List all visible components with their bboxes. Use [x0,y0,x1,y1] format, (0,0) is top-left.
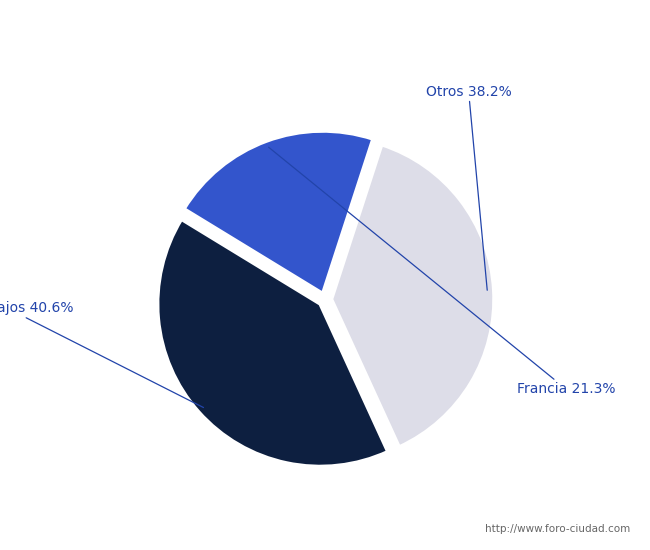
Text: Quesada - Turistas extranjeros según país - Octubre de 2024: Quesada - Turistas extranjeros según paí… [60,17,590,35]
Wedge shape [158,219,388,466]
Wedge shape [332,145,494,447]
Text: Países Bajos 40.6%: Países Bajos 40.6% [0,300,203,408]
Wedge shape [184,131,373,294]
Text: http://www.foro-ciudad.com: http://www.foro-ciudad.com [486,524,630,534]
Text: Francia 21.3%: Francia 21.3% [268,147,616,396]
Text: Otros 38.2%: Otros 38.2% [426,85,512,290]
